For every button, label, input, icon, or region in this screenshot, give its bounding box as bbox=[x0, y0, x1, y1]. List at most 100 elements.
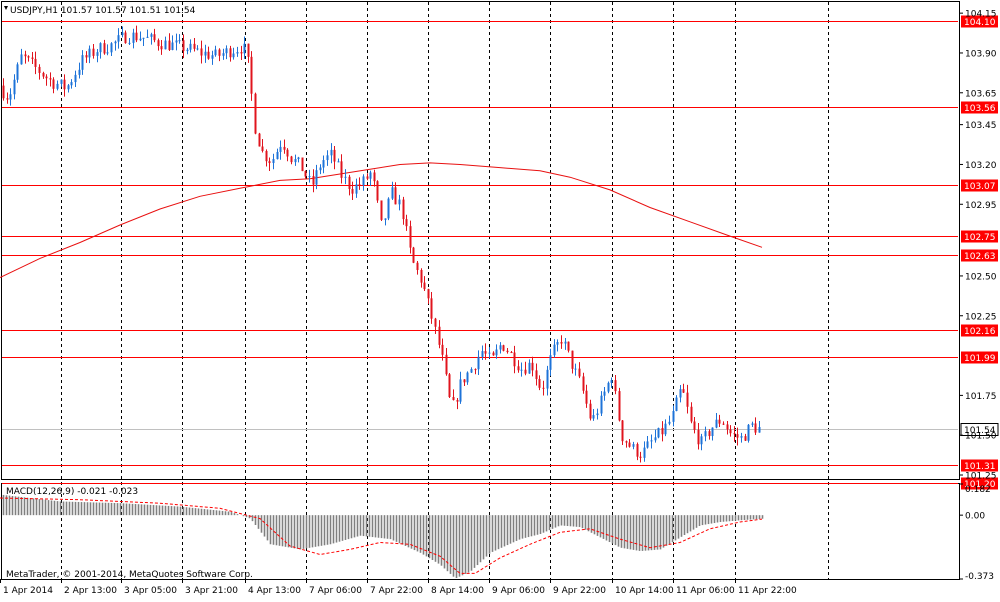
candle-body bbox=[394, 187, 397, 205]
current-price-label: 101.54 bbox=[964, 426, 996, 436]
level-price-tag bbox=[961, 459, 998, 472]
candle-body bbox=[553, 344, 556, 356]
candle-body bbox=[13, 79, 16, 95]
candle-body bbox=[294, 159, 297, 163]
level-price-tag bbox=[961, 324, 998, 337]
candle-body bbox=[693, 421, 696, 430]
candle-body bbox=[495, 349, 498, 356]
candle-body bbox=[24, 54, 27, 57]
time-tick-label: 1 Apr 2014 bbox=[3, 586, 53, 596]
candle-body bbox=[470, 369, 473, 373]
time-axis: 1 Apr 2014 2 Apr 13:00 3 Apr 05:00 3 Apr 21… bbox=[0, 579, 797, 596]
candle-body bbox=[247, 43, 250, 57]
level-price-tag bbox=[961, 101, 998, 114]
candle-body bbox=[499, 345, 502, 350]
candle-body bbox=[290, 156, 293, 163]
candle-body bbox=[376, 181, 379, 201]
candle-body bbox=[700, 436, 703, 445]
candle-body bbox=[45, 76, 48, 79]
level-price-label: 102.16 bbox=[964, 327, 996, 337]
vertical-gridlines bbox=[61, 2, 829, 579]
time-tick-label: 4 Apr 13:00 bbox=[248, 586, 301, 596]
candle-body bbox=[758, 427, 761, 433]
candle-body bbox=[186, 49, 189, 52]
time-tick-label: 7 Apr 06:00 bbox=[309, 586, 362, 596]
candle-body bbox=[283, 146, 286, 150]
candle-body bbox=[232, 53, 235, 58]
candle-body bbox=[416, 262, 419, 270]
candle-body bbox=[596, 413, 599, 416]
candle-body bbox=[254, 93, 257, 134]
candle-body bbox=[344, 176, 347, 178]
candle-body bbox=[564, 341, 567, 344]
candle-body bbox=[726, 424, 729, 430]
moving-average-line bbox=[0, 162, 763, 278]
candle-body bbox=[524, 369, 527, 374]
candle-body bbox=[708, 431, 711, 437]
candle-body bbox=[250, 56, 253, 94]
candle-body bbox=[182, 40, 185, 52]
candle-body bbox=[301, 157, 304, 172]
candle-body bbox=[751, 423, 754, 425]
candle-body bbox=[369, 172, 372, 179]
candle-body bbox=[38, 66, 41, 73]
candle-body bbox=[589, 403, 592, 419]
time-tick-label: 2 Apr 13:00 bbox=[64, 586, 117, 596]
candle-body bbox=[625, 441, 628, 443]
candle-body bbox=[196, 48, 199, 50]
time-tick-label: 3 Apr 05:00 bbox=[124, 586, 177, 596]
candle-body bbox=[319, 167, 322, 171]
price-tick-label: 101.50 bbox=[965, 432, 997, 442]
candle-body bbox=[420, 269, 423, 283]
candle-body bbox=[452, 397, 455, 401]
copyright-text: MetaTrader, © 2001-2014, MetaQuotes Soft… bbox=[6, 570, 253, 580]
candle-body bbox=[63, 79, 66, 90]
candle-body bbox=[106, 52, 109, 54]
level-price-label: 102.75 bbox=[964, 233, 996, 243]
candle-body bbox=[556, 342, 559, 345]
candle-body bbox=[103, 43, 106, 54]
candle-body bbox=[6, 98, 9, 100]
level-price-label: 103.07 bbox=[964, 182, 996, 192]
candle-body bbox=[34, 58, 37, 67]
candle-body bbox=[178, 40, 181, 42]
level-price-tag bbox=[961, 15, 998, 28]
candle-body bbox=[682, 389, 685, 393]
candle-body bbox=[157, 40, 160, 47]
candle-body bbox=[373, 172, 376, 182]
candle-body bbox=[304, 171, 307, 177]
candle-body bbox=[362, 176, 365, 186]
candle-body bbox=[42, 72, 45, 77]
candle-body bbox=[643, 447, 646, 458]
time-tick-label: 3 Apr 21:00 bbox=[185, 586, 238, 596]
candle-body bbox=[88, 48, 91, 58]
candle-body bbox=[218, 49, 221, 56]
candle-body bbox=[754, 423, 757, 433]
candle-body bbox=[337, 161, 340, 163]
candle-body bbox=[229, 48, 232, 58]
candle-body bbox=[160, 46, 163, 50]
candle-body bbox=[423, 282, 426, 290]
level-price-label: 103.56 bbox=[964, 104, 996, 114]
candle-body bbox=[445, 354, 448, 375]
candle-body bbox=[506, 350, 509, 353]
candle-body bbox=[70, 82, 73, 86]
candle-body bbox=[348, 176, 351, 189]
collapse-arrow-icon[interactable] bbox=[4, 6, 8, 10]
candle-body bbox=[243, 43, 246, 54]
candle-body bbox=[704, 431, 707, 437]
candlesticks bbox=[2, 25, 761, 463]
level-price-tag bbox=[961, 249, 998, 262]
candle-body bbox=[520, 369, 523, 371]
candle-body bbox=[718, 419, 721, 424]
candle-body bbox=[258, 133, 261, 147]
level-price-label: 102.63 bbox=[964, 252, 996, 262]
candle-body bbox=[60, 79, 63, 84]
candle-body bbox=[434, 318, 437, 327]
candle-body bbox=[747, 424, 750, 441]
candle-body bbox=[560, 342, 563, 344]
candle-body bbox=[9, 94, 12, 100]
macd-signal-line bbox=[0, 497, 763, 574]
